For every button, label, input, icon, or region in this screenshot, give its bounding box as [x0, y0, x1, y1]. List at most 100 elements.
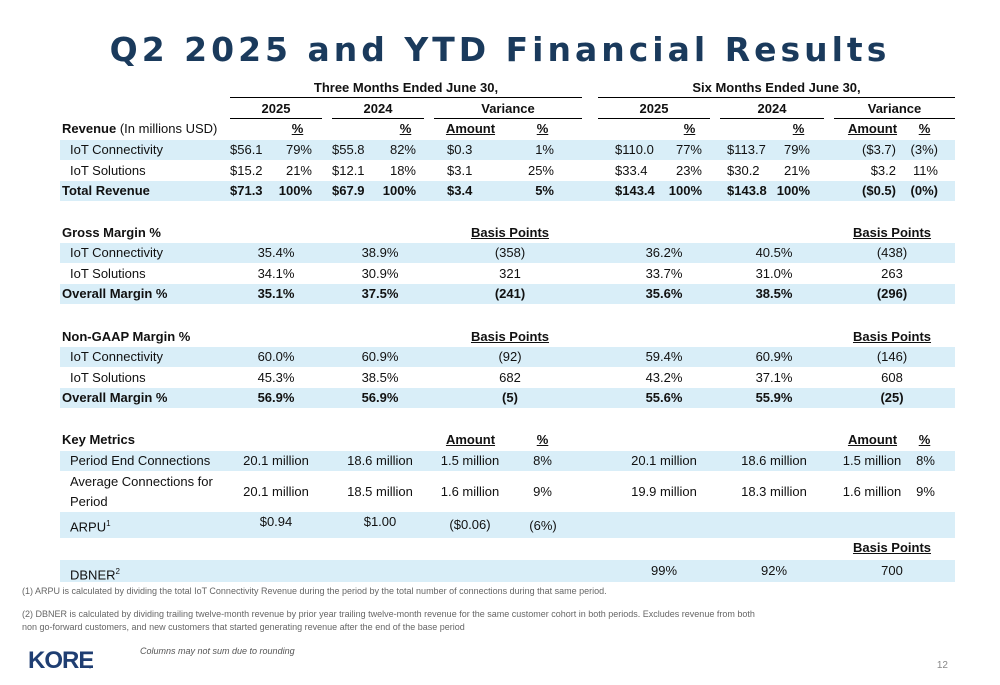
cell-q25: 45.3%	[257, 370, 295, 385]
col-qv-pct: %	[536, 121, 549, 136]
cell-qvp: 9%	[533, 484, 552, 499]
cell-y24: $143.8	[727, 183, 767, 198]
col-yv-pct: %	[918, 121, 931, 136]
row-label: Period End Connections	[70, 453, 211, 468]
cell-y24: 31.0%	[755, 266, 793, 281]
cell-ybp: (146)	[876, 349, 908, 364]
dbner-label: DBNER	[70, 567, 116, 583]
cell-y24: $113.7	[727, 142, 766, 157]
cell-q24: $1.00	[363, 514, 397, 529]
header-line-q-2024	[332, 118, 424, 119]
cell-y25: 55.6%	[645, 390, 683, 405]
row-label-line2: Period	[70, 494, 108, 509]
header-q-2024: 2024	[363, 101, 393, 116]
cell-qbp: (5)	[502, 390, 518, 405]
cell-q24: 18.5 million	[347, 484, 413, 499]
cell-y25: 35.6%	[645, 286, 683, 301]
cell-yva: 1.6 million	[842, 484, 902, 499]
row-label: ARPU1	[70, 514, 111, 537]
cell-qvp: 1%	[535, 142, 554, 157]
km-yv-amount: Amount	[847, 432, 898, 447]
non-gaap-heading: Non-GAAP Margin %	[62, 329, 191, 344]
cell-yvp: 11%	[912, 163, 938, 178]
col-yv-amount: Amount	[847, 121, 898, 136]
row-label: Overall Margin %	[62, 286, 168, 301]
cell-yva: ($3.7)	[862, 142, 896, 157]
cell-yva: $3.2	[870, 163, 896, 178]
cell-q25: $0.94	[259, 514, 293, 529]
cell-yva: ($0.5)	[862, 183, 896, 198]
row-label-line1: Average Connections for	[70, 474, 213, 489]
page-number: 12	[936, 660, 948, 671]
cell-qva: $3.1	[447, 163, 473, 178]
cell-y24: 37.1%	[755, 370, 793, 385]
cell-y25p: 23%	[675, 163, 702, 178]
header-y-variance: Variance	[867, 101, 922, 116]
cell-qbp: 682	[499, 370, 521, 385]
row-label: Overall Margin %	[62, 390, 168, 405]
cell-y24p: 100%	[776, 183, 810, 198]
cell-qvp: 5%	[535, 183, 554, 198]
cell-qbp: 321	[499, 266, 521, 281]
cell-y25: 19.9 million	[631, 484, 697, 499]
cell-yvp: (3%)	[910, 142, 938, 157]
cell-y24: 38.5%	[755, 286, 793, 301]
cell-y24: 60.9%	[755, 349, 793, 364]
cell-y24p: 21%	[783, 163, 810, 178]
header-line-y-2024	[720, 118, 824, 119]
cell-y24: 92%	[760, 563, 788, 578]
cell-q24: 60.9%	[361, 349, 399, 364]
cell-qbp: (358)	[494, 245, 526, 260]
header-three-months: Three Months Ended June 30,	[313, 80, 499, 95]
gm-y-basis-points: Basis Points	[852, 225, 932, 240]
cell-q24: $55.8	[332, 142, 365, 157]
cell-q25: 56.9%	[257, 390, 295, 405]
cell-yvp: (0%)	[910, 183, 938, 198]
revenue-unit: (In millions USD)	[119, 121, 218, 136]
cell-ybp: (25)	[880, 390, 904, 405]
cell-y24: 40.5%	[755, 245, 793, 260]
cell-q25: 60.0%	[257, 349, 295, 364]
cell-qbp: (241)	[494, 286, 526, 301]
cell-y24: 18.6 million	[741, 453, 807, 468]
cell-y25: $110.0	[615, 142, 654, 157]
arpu-footnote-ref: 1	[106, 519, 111, 528]
ng-y-basis-points: Basis Points	[852, 329, 932, 344]
cell-y25p: 100%	[668, 183, 702, 198]
band-revenue-connectivity	[60, 140, 955, 160]
cell-q24: 38.9%	[361, 245, 399, 260]
cell-y25: 33.7%	[645, 266, 683, 281]
cell-q25: $15.2	[230, 163, 263, 178]
cell-ybp: (296)	[876, 286, 908, 301]
col-qv-amount: Amount	[445, 121, 496, 136]
cell-y25: 36.2%	[645, 245, 683, 260]
row-label: IoT Solutions	[70, 370, 146, 385]
cell-q25: 20.1 million	[243, 453, 309, 468]
cell-q24: 37.5%	[361, 286, 399, 301]
cell-yva: 1.5 million	[842, 453, 902, 468]
cell-qva: 1.5 million	[440, 453, 500, 468]
cell-qvp: (6%)	[529, 518, 557, 533]
cell-qvp: 8%	[533, 453, 552, 468]
cell-q24: $12.1	[332, 163, 365, 178]
cell-y25: 59.4%	[645, 349, 683, 364]
header-line-six-months	[598, 97, 955, 98]
kore-logo: KORE	[28, 645, 95, 674]
cell-ybp: 700	[881, 563, 903, 578]
km-yv-pct: %	[918, 432, 931, 447]
cell-q24p: 82%	[389, 142, 416, 157]
row-label: IoT Connectivity	[70, 142, 163, 157]
header-six-months: Six Months Ended June 30,	[692, 80, 861, 95]
cell-qva: 1.6 million	[440, 484, 500, 499]
header-line-q-variance	[434, 118, 582, 119]
gm-q-basis-points: Basis Points	[470, 225, 550, 240]
cell-y25: $143.4	[615, 183, 655, 198]
footnote-dbner-line2: non go-forward customers, and new custom…	[22, 622, 465, 632]
header-y-2025: 2025	[639, 101, 669, 116]
cell-yvp: 9%	[916, 484, 935, 499]
band-gm-connectivity	[60, 243, 955, 263]
revenue-label: Revenue	[62, 121, 117, 136]
band-km-dbner	[60, 560, 955, 582]
col-y25-pct: %	[683, 121, 696, 136]
cell-q24: 30.9%	[361, 266, 399, 281]
